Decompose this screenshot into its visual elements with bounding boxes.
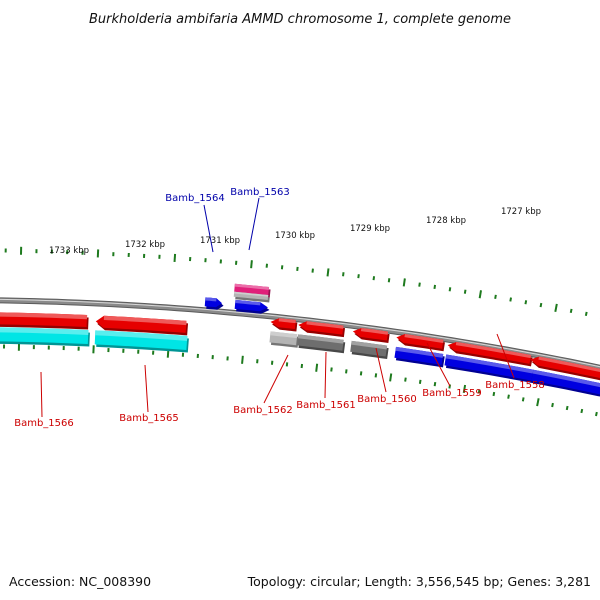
label-leader-lines xyxy=(40,197,515,418)
gene-feature-highlight xyxy=(270,331,298,339)
gene-labels: Bamb_1566 Bamb_1565 Bamb_1564 Bamb_1563 Bamb… xyxy=(14,187,545,429)
tick-label: 1727 kbp xyxy=(501,207,541,217)
gene-feature-highlight xyxy=(455,341,532,359)
tick-label: 1729 kbp xyxy=(350,224,390,234)
inner-tick xyxy=(418,379,422,384)
tick-label: 1733 kbp xyxy=(49,246,89,256)
inner-tick xyxy=(462,384,467,394)
outer-tick xyxy=(326,268,330,277)
topology-label: Topology: circular; Length: 3,556,545 bp… xyxy=(247,574,591,589)
leader-line xyxy=(426,342,451,387)
inner-tick xyxy=(521,397,525,402)
tick-labels: 1733 kbp 1732 kbp 1731 kbp 1730 kbp 1729 kbp… xyxy=(49,207,541,256)
tick-label: 1731 kbp xyxy=(200,236,240,246)
gene-label: Bamb_1564 xyxy=(165,193,225,204)
inner-tick xyxy=(507,394,510,399)
outer-tick xyxy=(509,297,513,302)
gene-label: Bamb_1558 xyxy=(485,380,545,391)
inner-tick xyxy=(595,411,598,417)
inner-tick xyxy=(551,402,554,408)
chromosome-backbone xyxy=(0,297,600,371)
gene-label: Bamb_1561 xyxy=(296,400,356,411)
gene-feature-highlight xyxy=(351,340,388,350)
gene-feature-highlight xyxy=(538,356,600,373)
leader-line xyxy=(40,371,43,418)
accession-label: Accession: NC_008390 xyxy=(9,574,151,589)
inner-tick xyxy=(374,373,378,378)
gene-feature-highlight xyxy=(235,299,261,306)
outer-tick xyxy=(250,260,253,269)
gene-feature-highlight xyxy=(234,283,270,290)
inner-tick xyxy=(359,371,363,376)
gene-feature-highlight xyxy=(306,321,344,329)
gene-feature-highlight xyxy=(404,334,444,344)
outer-tick xyxy=(357,274,360,279)
inner-tick xyxy=(404,377,407,382)
inner-tick-ring xyxy=(2,342,598,417)
inner-tick xyxy=(492,391,496,397)
gene-feature-highlight xyxy=(532,369,600,388)
gene-feature xyxy=(447,341,532,364)
inner-tick xyxy=(433,381,437,387)
gene-feature-highlight xyxy=(0,327,89,335)
tick-label: 1730 kbp xyxy=(275,231,315,241)
inner-tick xyxy=(565,405,569,411)
gene-feature-highlight xyxy=(103,315,187,326)
outer-tick-ring xyxy=(4,246,600,319)
gene-feature-highlight xyxy=(278,318,296,324)
outer-tick xyxy=(554,303,558,313)
inner-tick xyxy=(477,389,481,394)
inner-tick xyxy=(241,355,244,364)
gene-feature-highlight xyxy=(95,330,188,341)
outer-tick xyxy=(478,290,482,299)
inner-tick xyxy=(345,369,348,374)
gene-feature-highlight xyxy=(297,334,344,344)
outer-tick xyxy=(494,294,497,299)
inner-tick xyxy=(315,363,319,372)
leader-line xyxy=(263,354,289,404)
outer-tick xyxy=(448,287,452,292)
gene-features xyxy=(0,283,600,397)
outer-tick xyxy=(539,302,543,308)
gene-feature-highlight xyxy=(395,346,444,358)
gene-label: Bamb_1562 xyxy=(233,405,293,416)
map-title: Burkholderia ambifaria AMMD chromosome 1… xyxy=(89,12,511,27)
outer-tick xyxy=(524,300,528,305)
inner-tick xyxy=(536,398,540,407)
gene-feature-highlight xyxy=(234,291,269,297)
gene-feature-highlight xyxy=(205,297,217,302)
leader-line xyxy=(248,197,260,251)
gene-label: Bamb_1563 xyxy=(230,187,290,198)
gene-label: Bamb_1565 xyxy=(119,413,179,424)
leader-line xyxy=(375,347,387,393)
gene-feature-highlight xyxy=(360,327,389,335)
outer-tick xyxy=(463,289,467,294)
leader-line xyxy=(203,204,214,253)
gene-feature-highlight xyxy=(0,312,88,320)
outer-tick xyxy=(402,278,406,287)
gene-feature xyxy=(530,356,600,379)
tick-label: 1732 kbp xyxy=(125,240,165,250)
outer-tick xyxy=(372,276,376,281)
gene-feature xyxy=(396,334,444,349)
inner-tick xyxy=(389,373,393,382)
leader-line xyxy=(144,364,149,413)
outer-tick xyxy=(569,308,573,314)
gene-label: Bamb_1566 xyxy=(14,418,74,429)
gene-label: Bamb_1559 xyxy=(422,388,482,399)
inner-tick xyxy=(580,408,584,414)
backbone-highlight xyxy=(0,298,600,368)
outer-tick xyxy=(433,284,437,290)
outer-tick xyxy=(173,253,177,262)
outer-tick xyxy=(418,282,421,287)
tick-label: 1728 kbp xyxy=(426,216,466,226)
outer-tick xyxy=(387,278,391,283)
outer-tick xyxy=(584,311,588,317)
backbone-line xyxy=(0,298,600,370)
leader-line xyxy=(324,351,327,399)
gene-feature-highlight xyxy=(445,354,534,374)
gene-label: Bamb_1560 xyxy=(357,394,417,405)
leader-line xyxy=(496,333,515,379)
